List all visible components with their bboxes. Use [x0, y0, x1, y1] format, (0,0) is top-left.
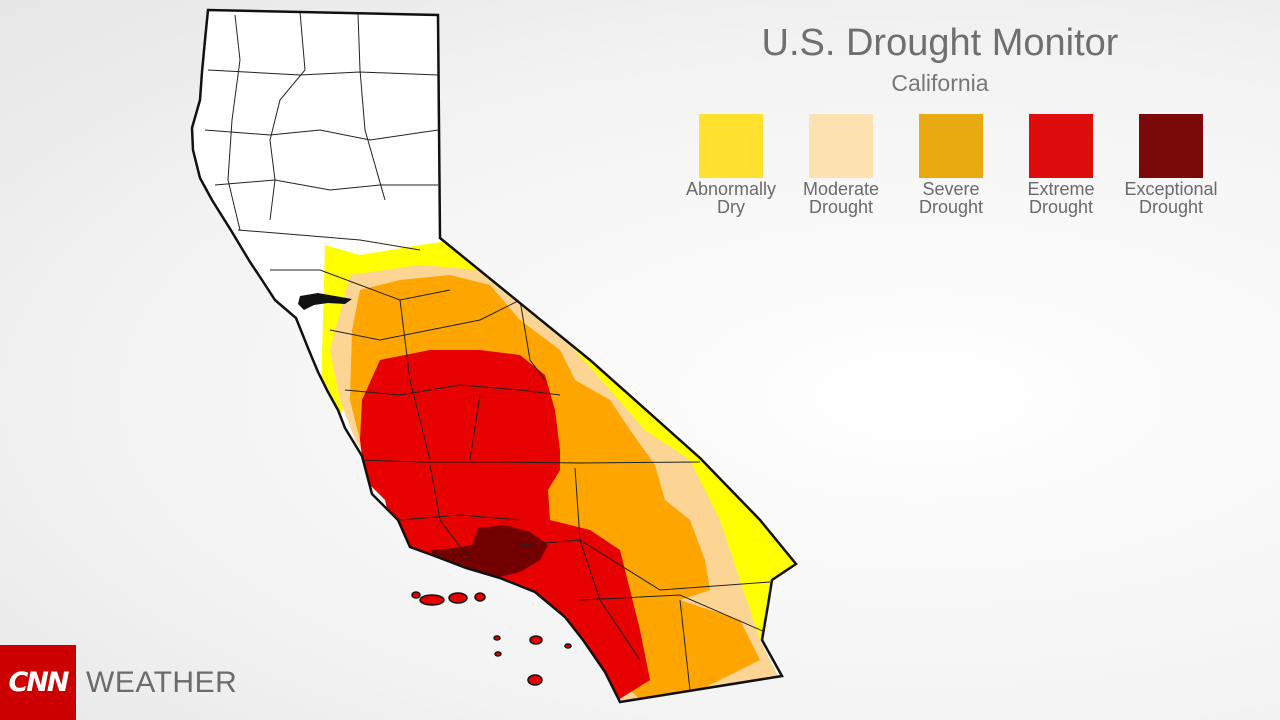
legend-item-extreme-drought: Extreme Drought [1006, 114, 1116, 216]
legend-item-abnormally-dry: Abnormally Dry [676, 114, 786, 216]
legend-swatch [1029, 114, 1093, 178]
county-lines [204, 11, 771, 691]
page-title: U.S. Drought Monitor [761, 22, 1119, 64]
legend-label: Extreme Drought [1027, 179, 1095, 217]
drought-zones [192, 10, 796, 702]
legend-label: Moderate Drought [802, 179, 880, 217]
legend-label: Severe Drought [918, 179, 984, 217]
legend-label: Abnormally Dry [685, 179, 777, 217]
legend-item-severe-drought: Severe Drought [896, 114, 1006, 216]
page-subtitle: California [891, 70, 989, 96]
legend-item-exceptional-drought: Exceptional Drought [1116, 114, 1226, 216]
legend-swatch [809, 114, 873, 178]
legend-swatch [1139, 114, 1203, 178]
cnn-weather-brand: CNN WEATHER [0, 645, 237, 720]
channel-islands [411, 591, 572, 686]
legend-swatch [919, 114, 983, 178]
legend-swatch [699, 114, 763, 178]
weather-label: WEATHER [86, 665, 238, 699]
legend-item-moderate-drought: Moderate Drought [786, 114, 896, 216]
drought-legend: Abnormally Dry Moderate Drought Severe D… [676, 114, 1226, 216]
california-outline [190, 8, 798, 704]
cnn-logo: CNN [0, 645, 76, 720]
sf-bay [298, 293, 352, 310]
legend-label: Exceptional Drought [1124, 179, 1218, 217]
